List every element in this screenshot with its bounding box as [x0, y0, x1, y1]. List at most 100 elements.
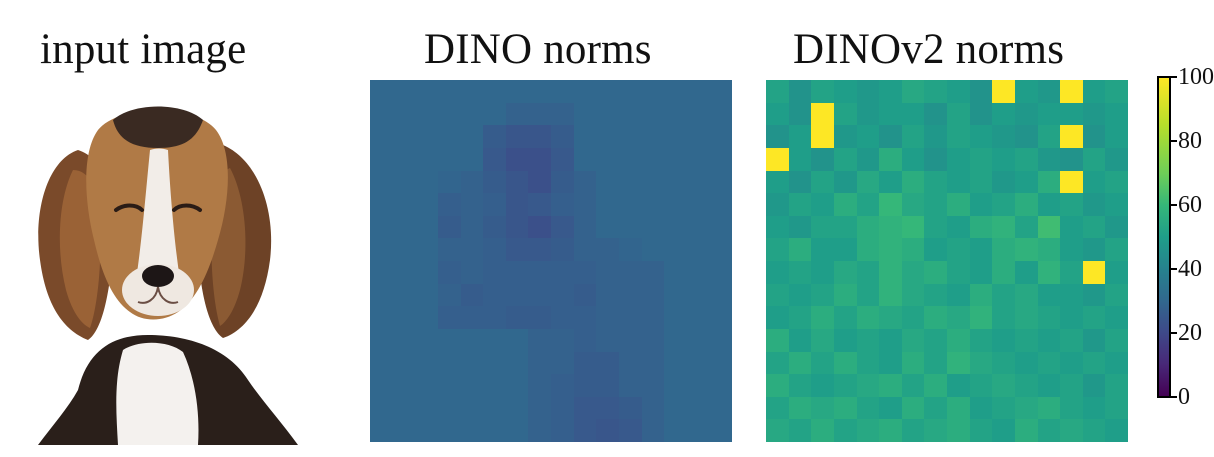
dino-cell-r1-c4 — [460, 102, 484, 126]
dinov2-cell-r4-c4 — [856, 170, 880, 194]
dinov2-cell-r11-c0 — [766, 328, 789, 352]
dino-cell-r0-c11 — [618, 80, 642, 103]
dinov2-cell-r7-c3 — [833, 238, 857, 261]
dino-cell-r12-c4 — [460, 351, 484, 375]
dino-cell-r1-c5 — [483, 102, 506, 126]
dino-cell-r9-c7 — [528, 283, 551, 307]
dino-cell-r7-c1 — [392, 238, 416, 261]
dinov2-cell-r2-c11 — [1014, 125, 1038, 148]
dinov2-cell-r8-c13 — [1060, 261, 1083, 284]
dinov2-cell-r8-c11 — [1014, 261, 1038, 284]
dinov2-cell-r14-c13 — [1060, 396, 1083, 420]
dinov2-cell-r7-c1 — [788, 238, 812, 261]
dino-cell-r3-c14 — [686, 147, 710, 171]
dinov2-cell-r15-c13 — [1060, 419, 1083, 442]
dinov2-cell-r11-c5 — [879, 328, 902, 352]
dino-cell-r14-c10 — [596, 396, 619, 420]
dino-cell-r3-c11 — [618, 147, 642, 171]
dino-cell-r4-c6 — [505, 170, 529, 194]
dinov2-cell-r1-c3 — [833, 102, 857, 126]
dinov2-cell-r10-c2 — [811, 306, 834, 329]
dinov2-cell-r8-c1 — [788, 261, 812, 284]
dino-cell-r0-c7 — [528, 80, 551, 103]
dino-cell-r4-c4 — [460, 170, 484, 194]
dinov2-cell-r3-c4 — [856, 147, 880, 171]
dinov2-cell-r15-c14 — [1082, 419, 1106, 442]
dino-cell-r2-c1 — [392, 125, 416, 148]
dino-cell-r2-c6 — [505, 125, 529, 148]
dinov2-cell-r9-c13 — [1060, 283, 1083, 307]
dinov2-cell-r10-c9 — [969, 306, 993, 329]
dino-cell-r14-c15 — [709, 396, 732, 420]
dino-cell-r7-c13 — [664, 238, 687, 261]
dinov2-cell-r9-c10 — [992, 283, 1015, 307]
dinov2-cell-r2-c2 — [811, 125, 834, 148]
dinov2-cell-r11-c11 — [1014, 328, 1038, 352]
dino-cell-r3-c6 — [505, 147, 529, 171]
dino-cell-r5-c1 — [392, 193, 416, 216]
dino-cell-r10-c7 — [528, 306, 551, 329]
dinov2-cell-r4-c14 — [1082, 170, 1106, 194]
dino-cell-r9-c14 — [686, 283, 710, 307]
dino-cell-r12-c1 — [392, 351, 416, 375]
dino-cell-r6-c9 — [573, 215, 597, 239]
dino-cell-r11-c3 — [437, 328, 461, 352]
dino-cell-r8-c6 — [505, 261, 529, 284]
dinov2-cell-r15-c3 — [833, 419, 857, 442]
dinov2-cell-r13-c9 — [969, 374, 993, 397]
dino-cell-r12-c10 — [596, 351, 619, 375]
dino-cell-r10-c4 — [460, 306, 484, 329]
dinov2-cell-r4-c9 — [969, 170, 993, 194]
dinov2-cell-r3-c9 — [969, 147, 993, 171]
dino-cell-r13-c5 — [483, 374, 506, 397]
dinov2-cell-r11-c13 — [1060, 328, 1083, 352]
dinov2-cell-r13-c1 — [788, 374, 812, 397]
dinov2-cell-r15-c5 — [879, 419, 902, 442]
dinov2-cell-r7-c14 — [1082, 238, 1106, 261]
dino-cell-r5-c0 — [370, 193, 393, 216]
dinov2-cell-r7-c7 — [924, 238, 947, 261]
dino-cell-r10-c2 — [415, 306, 438, 329]
dino-cell-r8-c0 — [370, 261, 393, 284]
dino-cell-r10-c0 — [370, 306, 393, 329]
dino-cell-r10-c11 — [618, 306, 642, 329]
dino-cell-r2-c14 — [686, 125, 710, 148]
dinov2-cell-r2-c5 — [879, 125, 902, 148]
dino-cell-r8-c9 — [573, 261, 597, 284]
dinov2-cell-r3-c1 — [788, 147, 812, 171]
dinov2-cell-r6-c1 — [788, 215, 812, 239]
dino-cell-r6-c8 — [551, 215, 574, 239]
dino-cell-r2-c5 — [483, 125, 506, 148]
colorbar-tick-label: 0 — [1178, 384, 1190, 410]
dino-cell-r3-c2 — [415, 147, 438, 171]
dinov2-cell-r14-c4 — [856, 396, 880, 420]
dino-cell-r6-c11 — [618, 215, 642, 239]
dino-cell-r8-c15 — [709, 261, 732, 284]
dino-cell-r2-c12 — [641, 125, 665, 148]
dinov2-cell-r14-c3 — [833, 396, 857, 420]
dino-cell-r5-c2 — [415, 193, 438, 216]
dino-cell-r14-c11 — [618, 396, 642, 420]
dinov2-cell-r2-c3 — [833, 125, 857, 148]
dino-cell-r9-c13 — [664, 283, 687, 307]
dinov2-cell-r11-c1 — [788, 328, 812, 352]
dinov2-cell-r5-c15 — [1105, 193, 1128, 216]
dino-cell-r3-c8 — [551, 147, 574, 171]
dino-cell-r11-c8 — [551, 328, 574, 352]
dino-cell-r13-c13 — [664, 374, 687, 397]
dinov2-cell-r11-c8 — [947, 328, 970, 352]
dinov2-cell-r0-c6 — [901, 80, 925, 103]
dinov2-cell-r14-c12 — [1037, 396, 1061, 420]
dino-cell-r13-c6 — [505, 374, 529, 397]
dino-cell-r10-c9 — [573, 306, 597, 329]
dino-cell-r13-c0 — [370, 374, 393, 397]
dino-cell-r5-c14 — [686, 193, 710, 216]
dinov2-cell-r14-c7 — [924, 396, 947, 420]
dinov2-cell-r13-c13 — [1060, 374, 1083, 397]
dino-cell-r6-c3 — [437, 215, 461, 239]
dinov2-cell-r4-c11 — [1014, 170, 1038, 194]
dino-cell-r13-c7 — [528, 374, 551, 397]
dinov2-cell-r10-c1 — [788, 306, 812, 329]
dinov2-cell-r5-c2 — [811, 193, 834, 216]
dino-cell-r12-c7 — [528, 351, 551, 375]
